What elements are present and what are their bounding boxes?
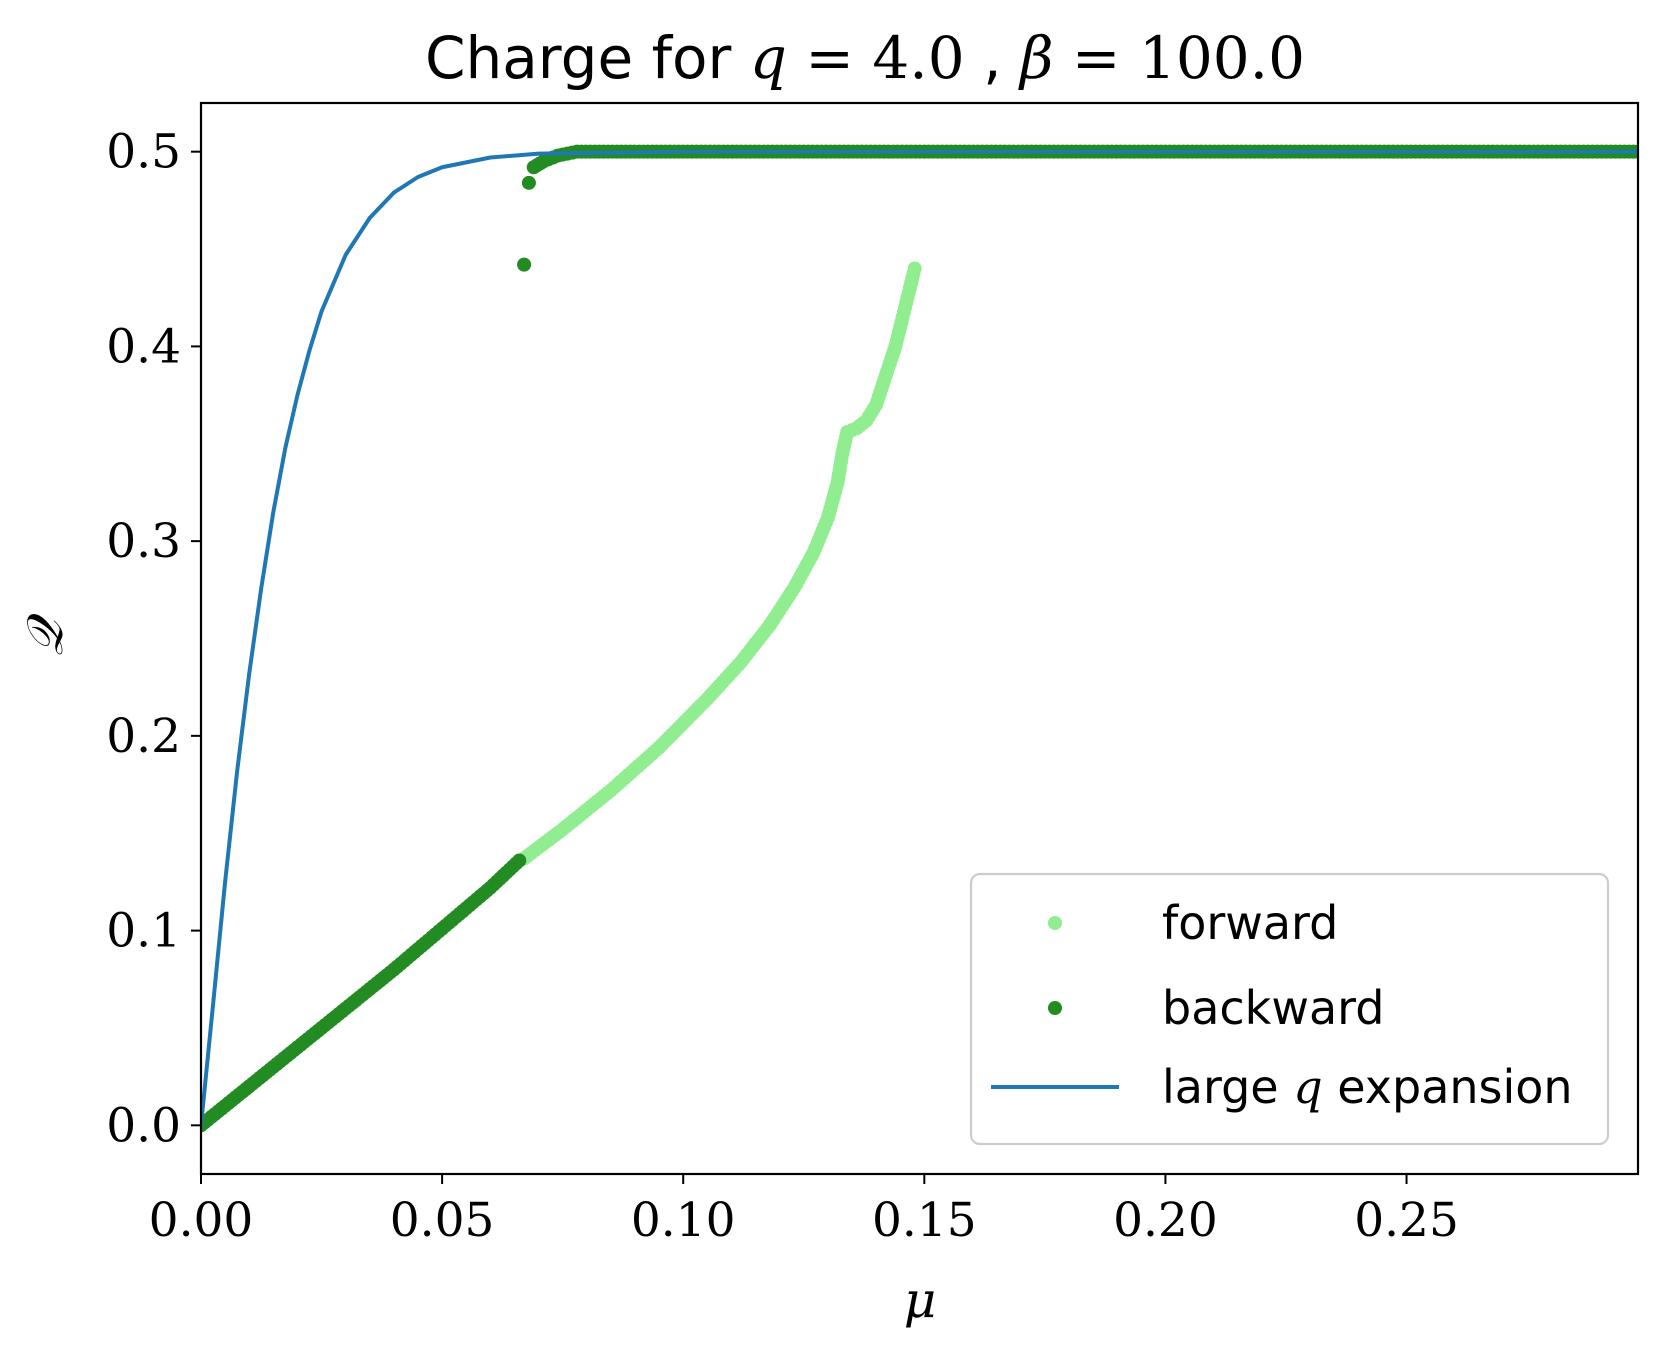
data-point — [907, 261, 922, 276]
legend-label-backward: backward — [1162, 981, 1384, 1035]
legend: forward backward large q expansion — [969, 872, 1610, 1146]
chart-title: Charge for q = 4.0 , β = 100.0 — [425, 24, 1305, 92]
x-tick-label: 0.25 — [1354, 1193, 1459, 1248]
plot-frame — [199, 101, 1640, 1176]
y-tick-label: 0.0 — [106, 1098, 181, 1153]
y-axis-label: 𝒬 — [16, 613, 74, 656]
legend-label-large-q-suffix: expansion — [1337, 1060, 1572, 1114]
legend-label-large-q-expansion: large q expansion — [1162, 1060, 1573, 1114]
x-tick-label: 0.00 — [149, 1193, 254, 1248]
y-tick-label: 0.1 — [106, 904, 181, 959]
y-tick-label: 0.2 — [106, 709, 181, 764]
legend-box — [969, 872, 1610, 1146]
chart-title-q-eq: = — [805, 24, 854, 92]
chart-title-separator: , — [983, 24, 1001, 92]
x-axis-ticks: 0.00 0.05 0.10 0.15 0.20 0.25 — [149, 1174, 1459, 1248]
y-tick-label: 0.4 — [106, 319, 181, 374]
legend-marker-forward — [1048, 916, 1062, 930]
data-point — [517, 257, 532, 272]
y-tick-label: 0.5 — [106, 125, 181, 180]
data-point — [521, 175, 536, 190]
chart-title-prefix: Charge for — [425, 24, 731, 92]
chart-title-beta-eq: = — [1072, 24, 1121, 92]
y-axis-ticks: 0.0 0.1 0.2 0.3 0.4 0.5 — [106, 125, 201, 1153]
chart-title-q-symbol: q — [750, 24, 787, 92]
x-tick-label: 0.20 — [1113, 1193, 1218, 1248]
series-line — [201, 149, 1638, 1128]
chart-title-q-value: 4.0 — [872, 24, 964, 92]
legend-label-large-q-symbol: q — [1293, 1060, 1322, 1114]
series-large-q-expansion — [201, 149, 1638, 1128]
x-tick-label: 0.15 — [872, 1193, 977, 1248]
data-point — [512, 853, 527, 868]
x-tick-label: 0.05 — [390, 1193, 495, 1248]
x-tick-label: 0.10 — [631, 1193, 736, 1248]
chart-title-beta-symbol: β — [1018, 24, 1054, 92]
legend-marker-backward — [1048, 1001, 1062, 1015]
series-forward — [517, 261, 922, 866]
series-layer — [201, 144, 1638, 1133]
x-axis-label: μ — [904, 1271, 937, 1329]
chart-title-beta-value: 100.0 — [1139, 24, 1305, 92]
y-tick-label: 0.3 — [106, 514, 181, 569]
legend-label-large-q-prefix: large — [1162, 1060, 1279, 1114]
legend-label-forward: forward — [1162, 896, 1338, 950]
